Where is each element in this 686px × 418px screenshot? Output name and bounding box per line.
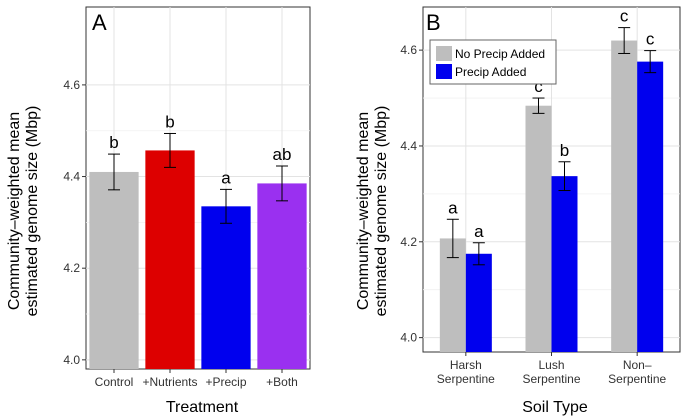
bar — [89, 171, 139, 369]
significance-letter: ab — [273, 145, 292, 164]
panel-a-y-ticks: 4.0 4.2 4.4 4.6 — [63, 78, 86, 367]
panel-a-y-axis-title-line-2: estimated genome size (Mbp) — [24, 106, 41, 317]
significance-letter: c — [620, 7, 629, 26]
x-tick-label: +Nutrients — [142, 375, 197, 389]
panel-a-x-ticks: Control +Nutrients +Precip +Both — [95, 369, 298, 389]
significance-letter: b — [165, 112, 174, 131]
significance-letter: b — [560, 141, 569, 160]
legend-label-precip: Precip Added — [455, 65, 526, 79]
x-tick-label: Lush — [538, 358, 564, 372]
bar — [257, 183, 307, 369]
panel-a-error-bars — [108, 132, 288, 224]
y-tick-label: 4.0 — [400, 331, 417, 345]
panel-a-bars — [89, 150, 307, 369]
x-tick-label: +Precip — [205, 375, 246, 389]
y-tick-label: 4.6 — [400, 43, 417, 57]
y-tick-label: 4.2 — [63, 261, 80, 275]
x-tick-label: Control — [95, 375, 134, 389]
x-tick-label: Harsh — [450, 358, 482, 372]
panel-b-x-axis-title: Soil Type — [522, 399, 588, 416]
panel-b-x-ticks: HarshSerpentineLushSerpentineNon–Serpent… — [437, 352, 667, 386]
significance-letter: a — [448, 198, 458, 217]
x-tick-label: Serpentine — [522, 372, 580, 386]
significance-letter: a — [221, 168, 231, 187]
legend-swatch-precip — [436, 64, 452, 79]
y-tick-label: 4.4 — [400, 139, 417, 153]
panel-a-x-axis-title: Treatment — [166, 399, 239, 416]
panel-b-y-axis-title-line-1: Community–weighted mean — [355, 112, 372, 310]
panel-b-bars — [439, 40, 664, 353]
y-tick-label: 4.2 — [400, 235, 417, 249]
bar — [525, 105, 552, 352]
x-tick-label: Serpentine — [608, 372, 666, 386]
y-tick-label: 4.4 — [63, 170, 80, 184]
y-tick-label: 4.6 — [63, 78, 80, 92]
panel-b-legend: No Precip Added Precip Added — [429, 39, 557, 85]
significance-letter: b — [109, 133, 118, 152]
bar — [465, 253, 492, 352]
legend-swatch-no-precip — [436, 46, 452, 61]
bar — [551, 176, 578, 352]
bar — [611, 40, 638, 353]
bar — [201, 206, 251, 369]
bar — [145, 150, 195, 369]
panel-b-y-ticks: 4.0 4.2 4.4 4.6 — [400, 43, 423, 345]
x-tick-label: +Both — [266, 375, 298, 389]
panel-b-tag: B — [426, 10, 441, 35]
panel-a-y-axis-title-line-1: Community–weighted mean — [6, 112, 23, 310]
x-tick-label: Serpentine — [437, 372, 495, 386]
panel-b-error-bars — [446, 27, 657, 266]
significance-letter: c — [646, 30, 655, 49]
panel-b-y-axis-title-line-2: estimated genome size (Mbp) — [373, 106, 390, 317]
x-tick-label: Non– — [623, 358, 652, 372]
panel-a-letters: b b a ab — [109, 112, 291, 187]
bar — [637, 61, 664, 352]
significance-letter: a — [474, 222, 484, 241]
significance-letter: c — [534, 77, 543, 96]
panel-a: b b a ab 4.0 4.2 4.4 4.6 Control +Nutrients +Pre… — [6, 6, 311, 416]
panel-a-tag: A — [92, 10, 107, 35]
y-tick-label: 4.0 — [63, 353, 80, 367]
legend-label-no-precip: No Precip Added — [455, 47, 545, 61]
